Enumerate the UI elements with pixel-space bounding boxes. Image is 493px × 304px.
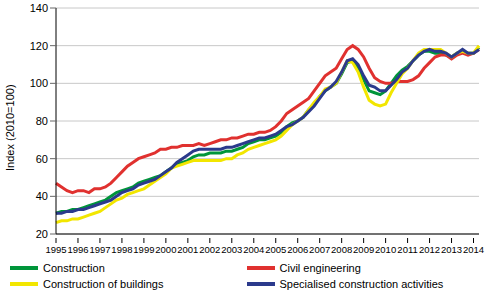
svg-text:2006: 2006 <box>287 244 308 255</box>
svg-text:2001: 2001 <box>177 244 198 255</box>
html-text:Civil engineering: Civil engineering <box>279 262 361 274</box>
svg-text:140: 140 <box>30 2 48 14</box>
svg-text:2008: 2008 <box>331 244 352 255</box>
svg-text:2000: 2000 <box>155 244 176 255</box>
svg-text:2014: 2014 <box>463 244 484 255</box>
svg-text:2011: 2011 <box>397 244 417 255</box>
svg-text:120: 120 <box>30 40 48 52</box>
svg-text:2013: 2013 <box>441 244 462 255</box>
svg-text:2002: 2002 <box>199 244 220 255</box>
svg-text:2004: 2004 <box>243 244 264 255</box>
html-text:Specialised construction activ: Specialised construction activities <box>279 278 444 290</box>
svg-text:1995: 1995 <box>45 244 66 255</box>
svg-text:1998: 1998 <box>111 244 132 255</box>
svg-text:60: 60 <box>36 153 48 165</box>
svg-text:2003: 2003 <box>221 244 242 255</box>
svg-text:100: 100 <box>30 77 48 89</box>
svg-text:20: 20 <box>36 228 48 240</box>
svg-text:1999: 1999 <box>133 244 154 255</box>
svg-text:Index (2010=100): Index (2010=100) <box>8 84 16 171</box>
svg-text:80: 80 <box>36 115 48 127</box>
svg-text:2005: 2005 <box>265 244 286 255</box>
html-text:Construction: Construction <box>43 262 105 274</box>
svg-text:2012: 2012 <box>419 244 440 255</box>
svg-text:1996: 1996 <box>67 244 88 255</box>
svg-text:40: 40 <box>36 190 48 202</box>
svg-text:2009: 2009 <box>353 244 374 255</box>
html-text:Construction of buildings: Construction of buildings <box>43 278 164 290</box>
svg-text:1997: 1997 <box>89 244 110 255</box>
svg-text:2010: 2010 <box>375 244 396 255</box>
svg-text:2007: 2007 <box>309 244 330 255</box>
